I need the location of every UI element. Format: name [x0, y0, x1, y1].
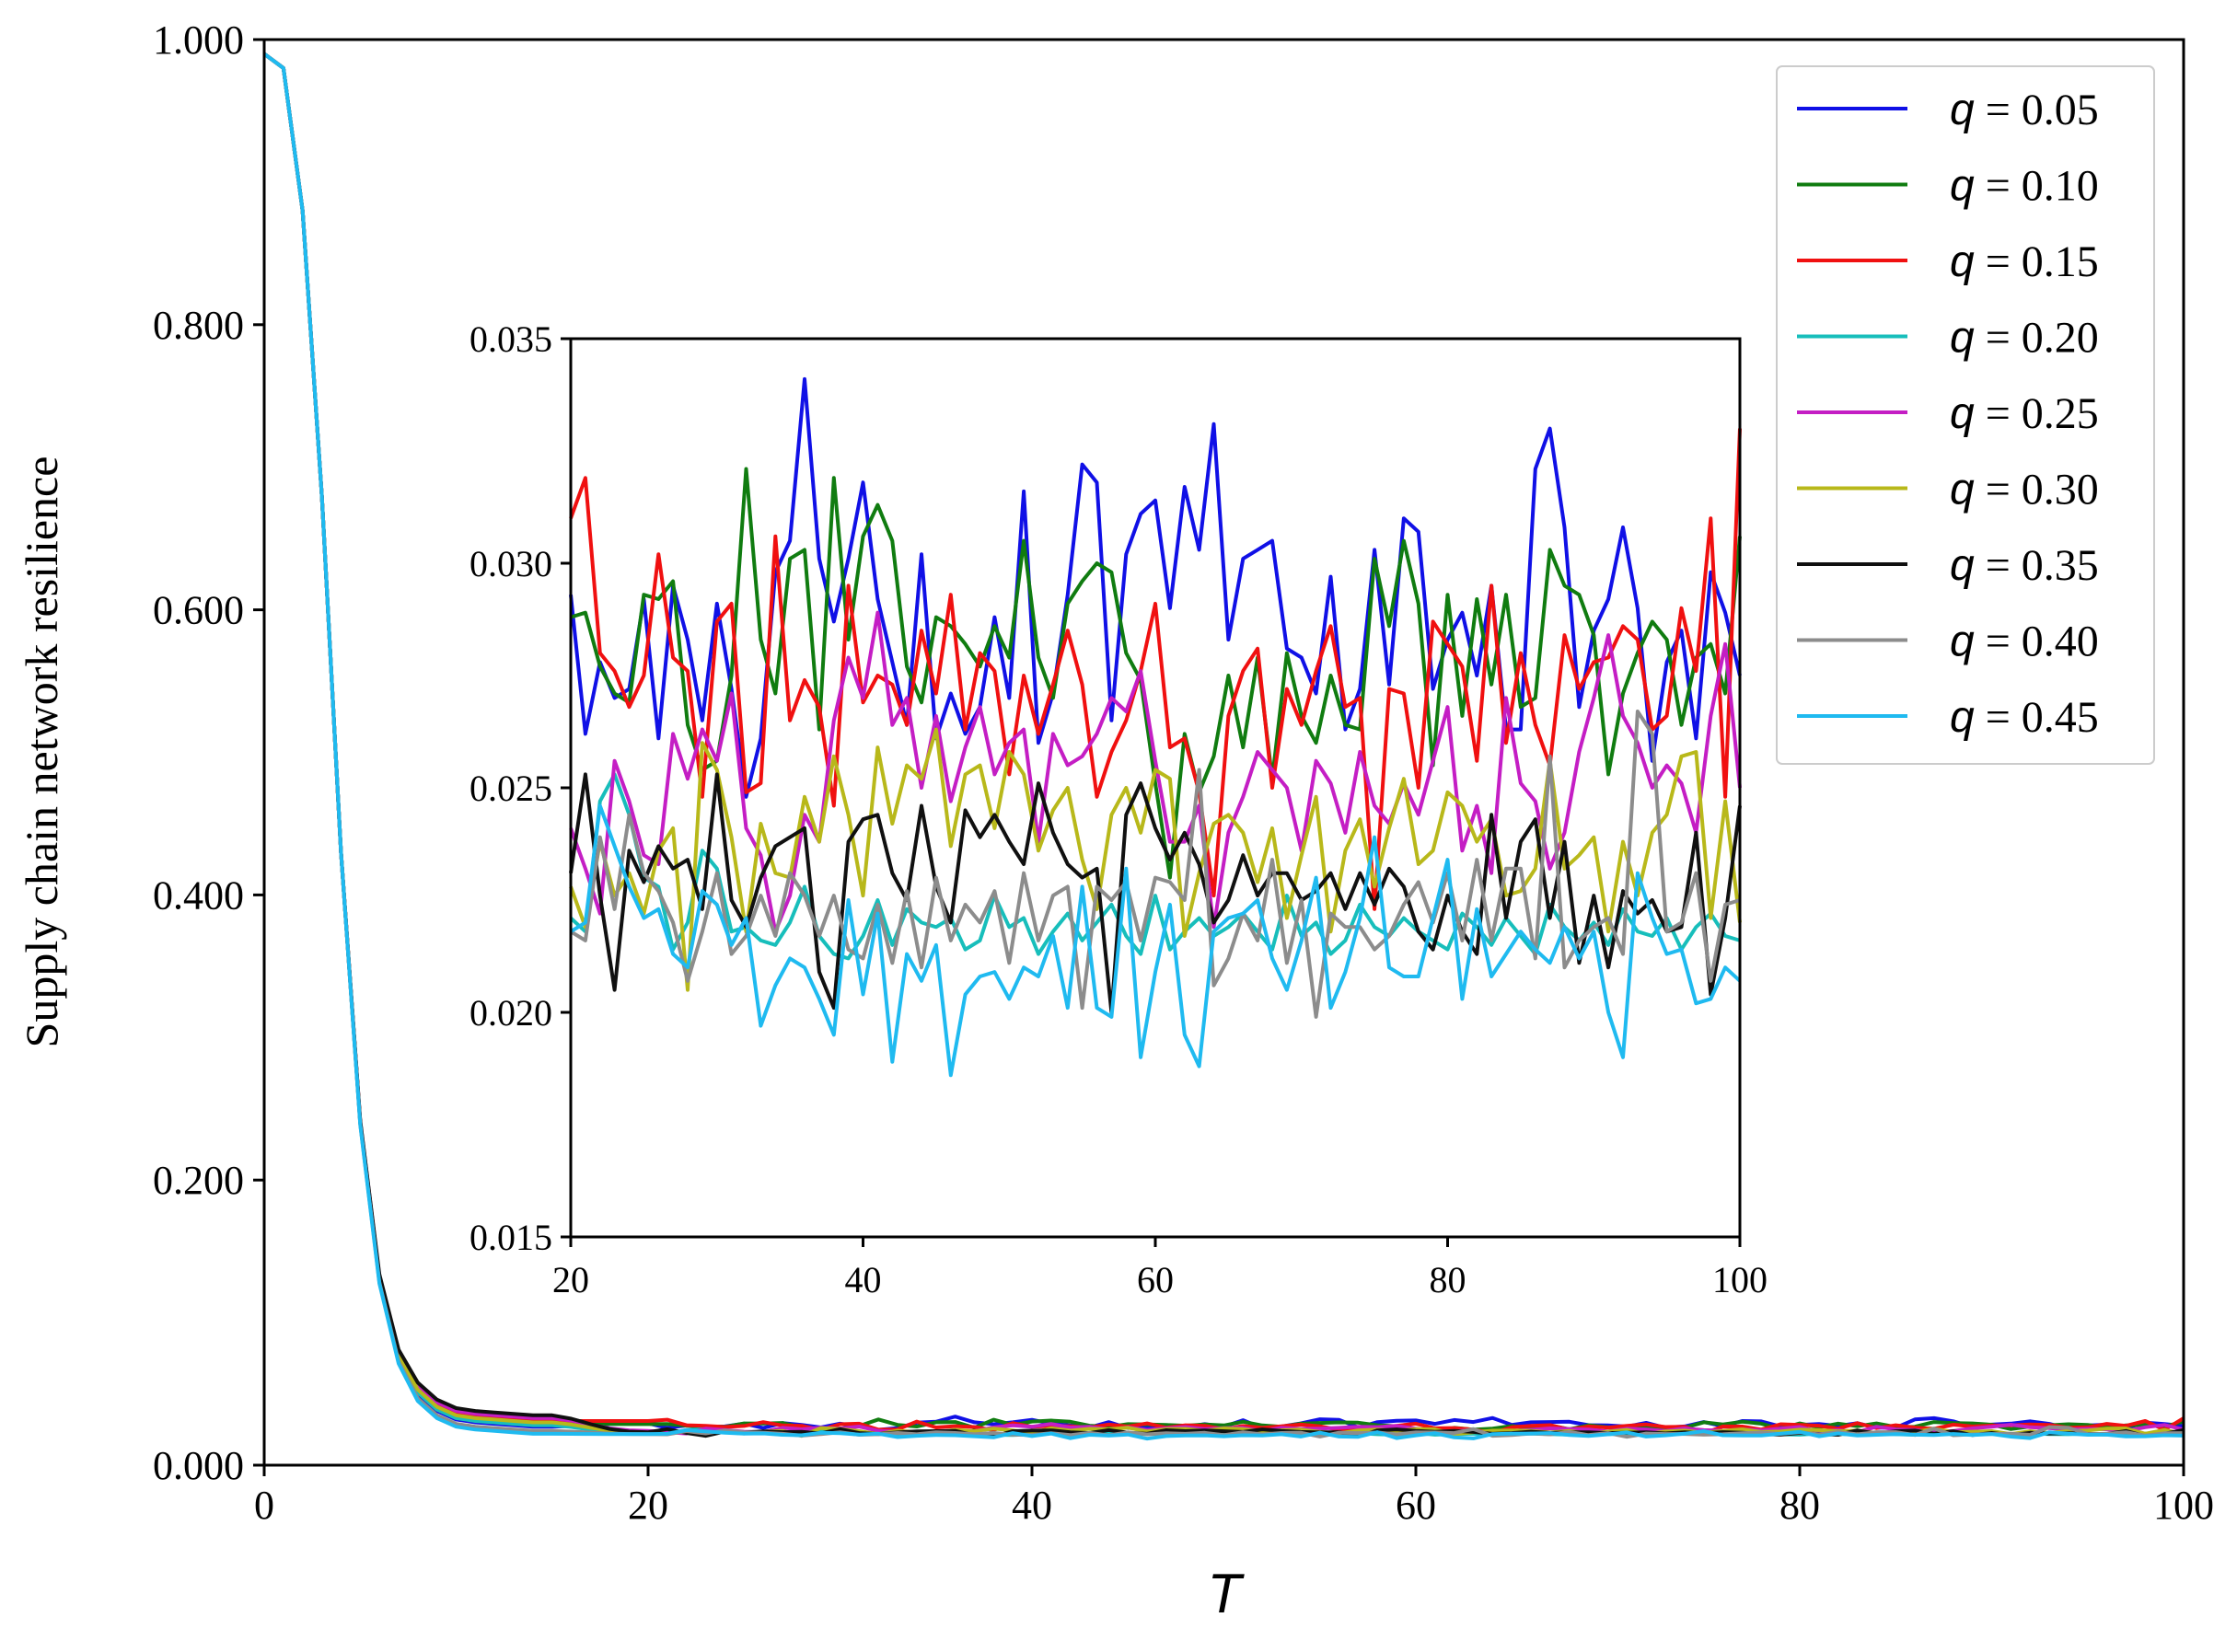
inset-axes: 20 40 60 80 100 0.015 0.020 0.025 0.030 0.035 — [469, 318, 1768, 1300]
inset-x-tick-label: 40 — [845, 1259, 882, 1300]
inset-x-tick-label: 80 — [1430, 1259, 1466, 1300]
legend-label: q = 0.25 — [1950, 389, 2099, 438]
legend-q-symbol: q — [1950, 237, 1975, 286]
main-plot-lines — [262, 52, 2185, 1441]
legend-q-symbol: q — [1950, 541, 1975, 590]
y-axis-title: Supply chain network resilience — [16, 456, 67, 1048]
legend-q-symbol: q — [1950, 162, 1975, 211]
legend-q-symbol: q — [1950, 86, 1975, 134]
y-tick-label: 0.600 — [153, 588, 244, 633]
y-tick-label: 1.000 — [153, 17, 244, 63]
legend-q-value: = 0.25 — [1975, 389, 2099, 438]
series-line-inset — [569, 772, 1741, 961]
legend-q-value: = 0.15 — [1975, 237, 2099, 286]
legend: q = 0.05q = 0.10q = 0.15q = 0.20q = 0.25… — [1776, 65, 2155, 765]
main-axes: 0 20 40 60 80 100 0.000 0.200 0.400 0.600 0.800 1.0… — [153, 17, 2214, 1528]
inset-y-tick-label: 0.035 — [469, 318, 552, 360]
inset-y-tick-label: 0.020 — [469, 992, 552, 1034]
inset-x-tick-label: 20 — [552, 1259, 589, 1300]
x-axis-title: T — [1208, 1563, 1246, 1624]
main-plot-frame — [262, 38, 2185, 1467]
series-line-inset — [569, 710, 1741, 1019]
legend-q-value: = 0.35 — [1975, 541, 2099, 590]
series-line-inset — [569, 428, 1742, 911]
series-line-main — [262, 52, 2185, 1441]
inset-x-tick-label: 100 — [1712, 1259, 1768, 1300]
inset-y-tick-label: 0.015 — [469, 1217, 552, 1258]
legend-q-symbol: q — [1950, 466, 1975, 514]
series-line-inset — [569, 727, 1742, 992]
legend-label: q = 0.10 — [1950, 162, 2099, 211]
legend-items: q = 0.05q = 0.10q = 0.15q = 0.20q = 0.25… — [1797, 86, 2099, 742]
legend-q-symbol: q — [1950, 389, 1975, 438]
legend-label: q = 0.20 — [1950, 314, 2099, 363]
legend-label: q = 0.40 — [1950, 618, 2099, 666]
legend-label: q = 0.30 — [1950, 466, 2099, 514]
legend-q-value: = 0.30 — [1975, 466, 2099, 514]
x-tick-label: 100 — [2153, 1483, 2214, 1528]
x-tick-label: 60 — [1396, 1483, 1436, 1528]
x-tick-label: 0 — [254, 1483, 274, 1528]
x-tick-label: 80 — [1779, 1483, 1820, 1528]
series-line-inset — [569, 803, 1742, 1078]
legend-label: q = 0.35 — [1950, 541, 2099, 590]
inset-chart: 20 40 60 80 100 0.015 0.020 0.025 0.030 0.035 — [469, 318, 1768, 1300]
inset-y-tick-label: 0.025 — [469, 768, 552, 809]
legend-label: q = 0.45 — [1950, 693, 2099, 742]
legend-q-symbol: q — [1950, 693, 1975, 742]
inset-plot-lines — [569, 376, 1742, 1078]
legend-q-value: = 0.05 — [1975, 86, 2099, 134]
legend-q-symbol: q — [1950, 314, 1975, 363]
legend-label: q = 0.15 — [1950, 237, 2099, 286]
inset-x-tick-label: 60 — [1137, 1259, 1174, 1300]
y-tick-label: 0.200 — [153, 1158, 244, 1203]
series-line-inset — [569, 772, 1742, 1014]
legend-q-value: = 0.20 — [1975, 314, 2099, 363]
x-tick-label: 40 — [1012, 1483, 1052, 1528]
y-tick-label: 0.400 — [153, 872, 244, 918]
legend-box — [1776, 65, 2155, 765]
legend-q-value: = 0.40 — [1975, 618, 2099, 666]
legend-q-value: = 0.10 — [1975, 162, 2099, 211]
series-line-inset — [570, 467, 1742, 880]
y-tick-label: 0.800 — [153, 303, 244, 348]
inset-y-tick-label: 0.030 — [469, 543, 552, 584]
x-tick-label: 20 — [628, 1483, 668, 1528]
series-line-main — [262, 52, 2185, 1438]
legend-q-value: = 0.45 — [1975, 693, 2099, 742]
y-tick-label: 0.000 — [153, 1443, 244, 1488]
legend-q-symbol: q — [1950, 618, 1975, 666]
legend-label: q = 0.05 — [1950, 86, 2099, 134]
